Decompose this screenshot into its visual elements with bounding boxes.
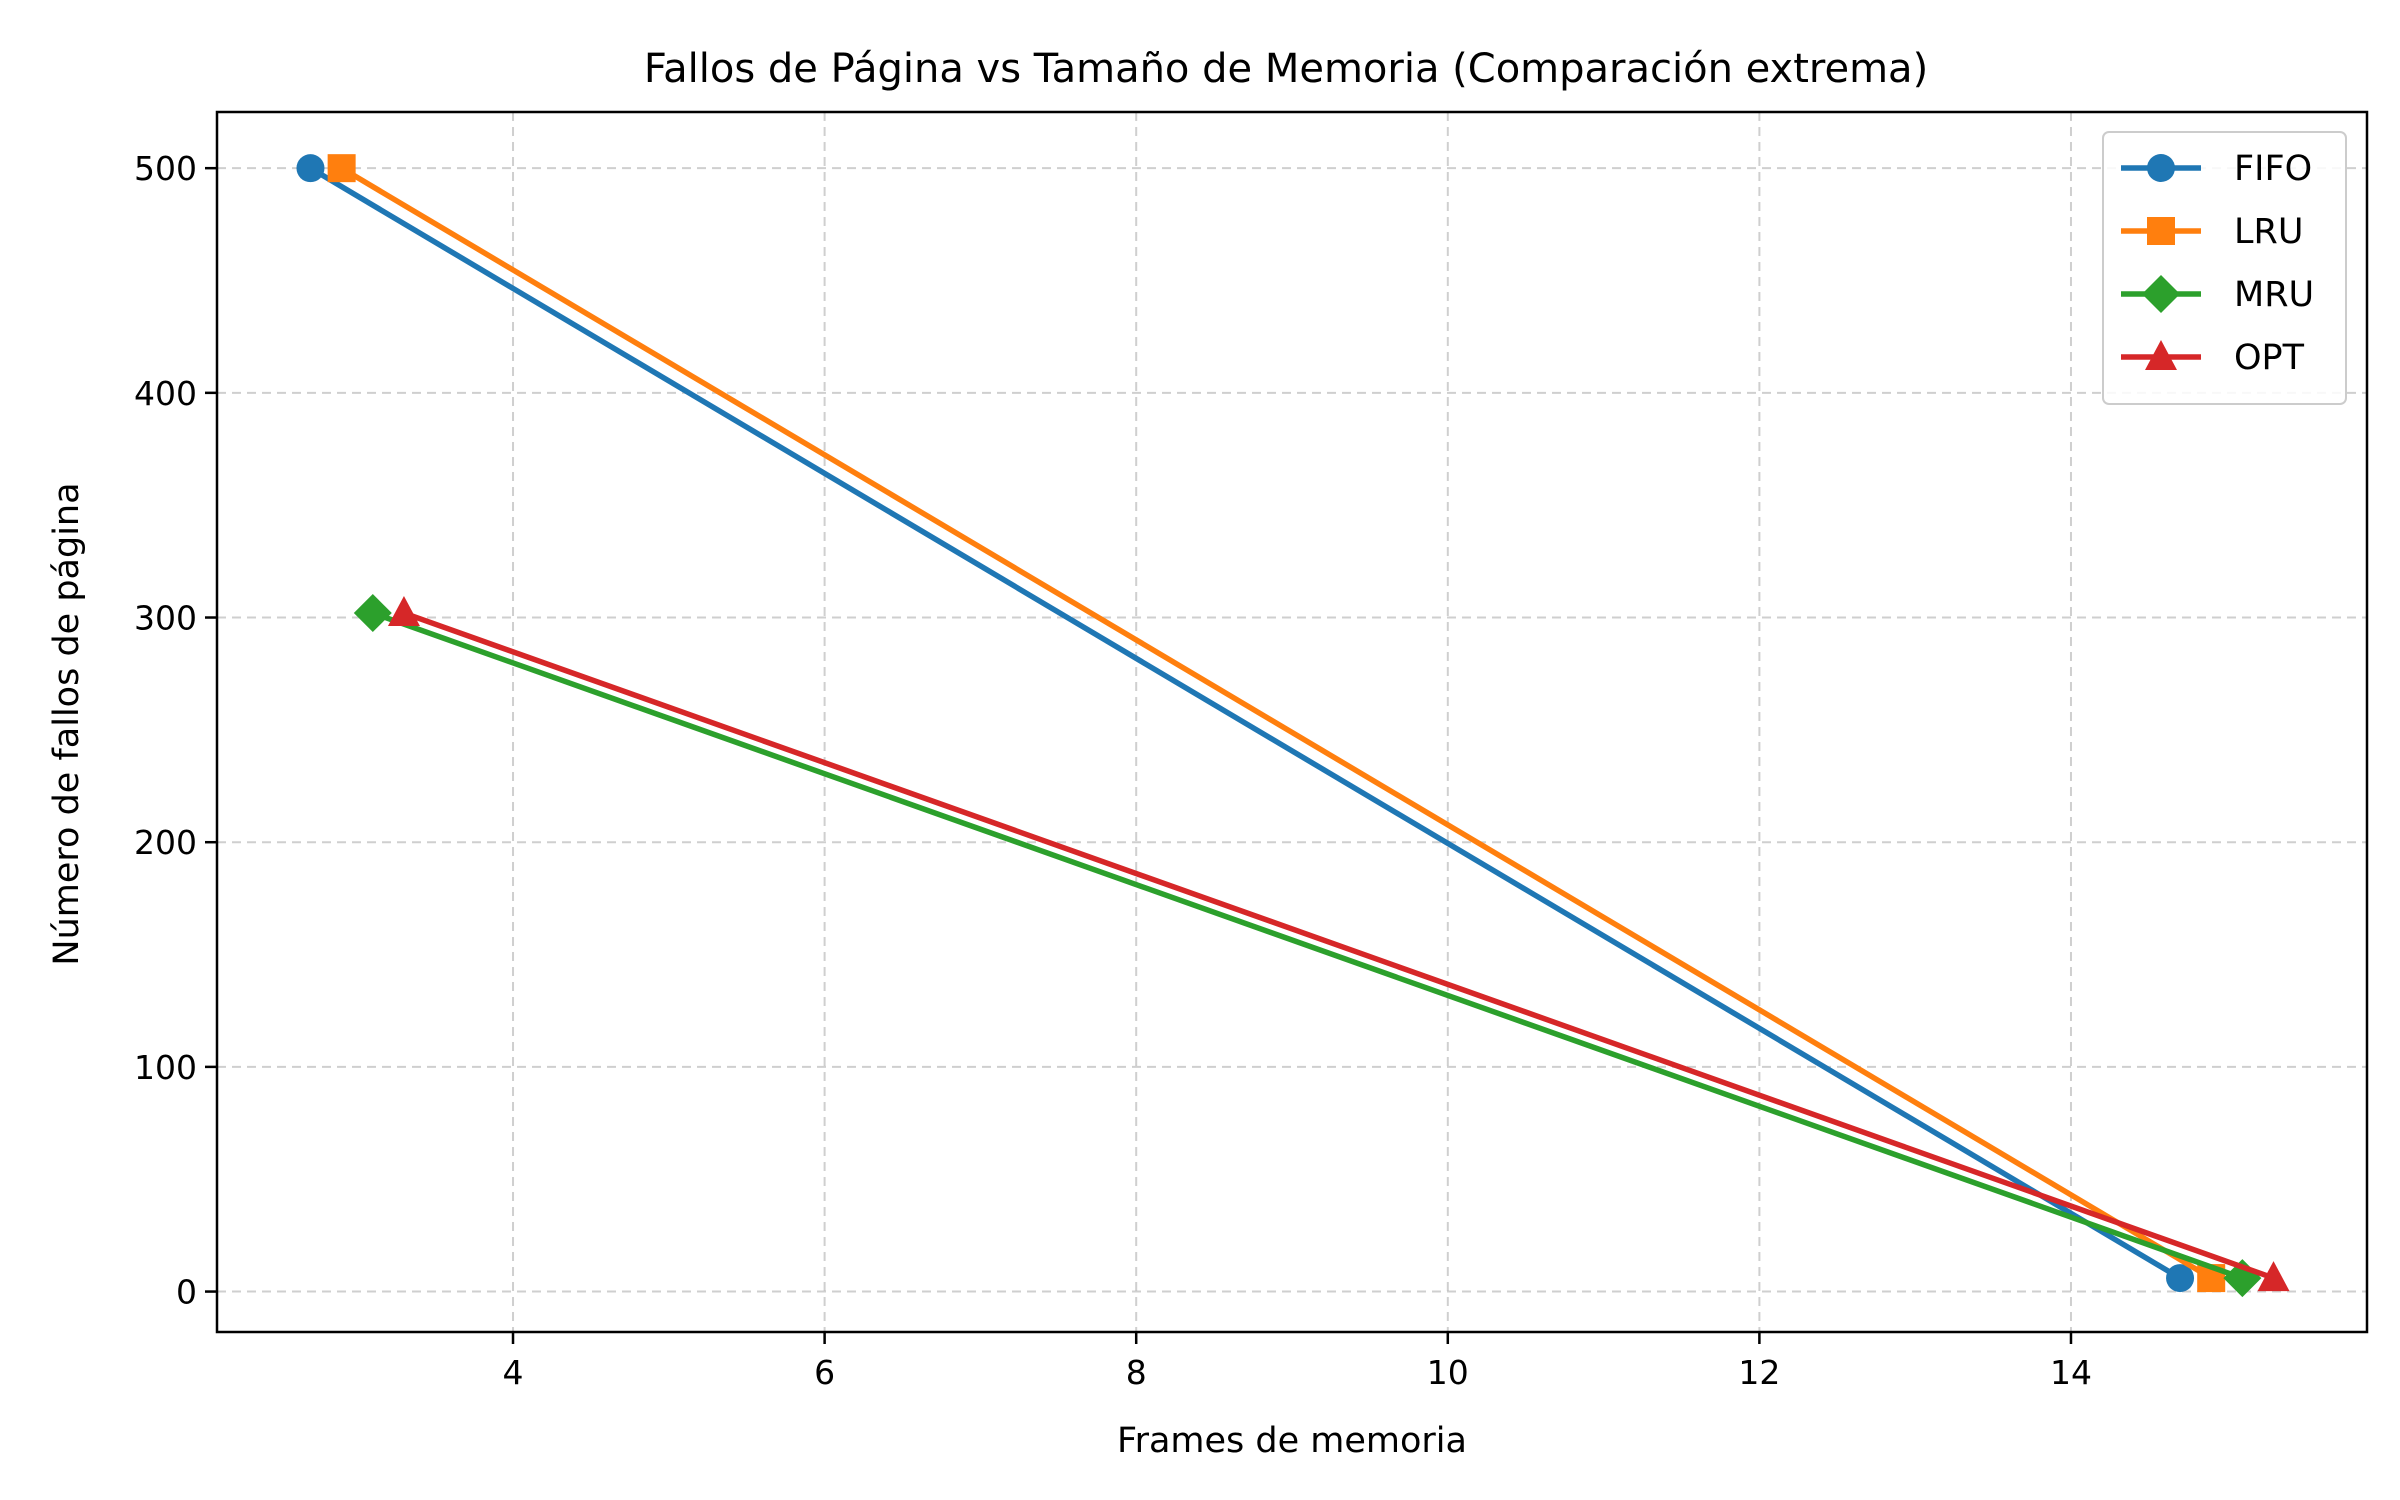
grid-lines <box>217 112 2367 1332</box>
legend-marker-lru <box>2147 217 2175 245</box>
data-point-fifo <box>2166 1264 2195 1293</box>
legend-marker-fifo <box>2147 154 2175 182</box>
legend-label-mru: MRU <box>2234 275 2314 315</box>
data-point-opt <box>2257 1261 2290 1292</box>
y-tick-label: 400 <box>134 374 197 413</box>
series-line-opt <box>403 610 2275 1281</box>
data-point-lru <box>327 154 356 183</box>
data-point-fifo <box>296 154 325 183</box>
x-tick-label: 14 <box>2050 1353 2092 1392</box>
y-tick-label: 500 <box>134 149 197 188</box>
y-tick-label: 300 <box>134 599 197 638</box>
data-point-opt <box>387 596 420 627</box>
series-opt <box>387 596 2290 1292</box>
x-tick-label: 4 <box>503 1353 524 1392</box>
x-axis-ticks: 4 6 8 10 12 14 <box>503 1332 2092 1392</box>
legend-label-fifo: FIFO <box>2234 149 2312 189</box>
legend-item-opt: OPT <box>2121 338 2305 378</box>
x-tick-label: 12 <box>1738 1353 1780 1392</box>
legend-item-mru: MRU <box>2121 275 2314 315</box>
chart-title: Fallos de Página vs Tamaño de Memoria (C… <box>644 46 1928 92</box>
legend-item-fifo: FIFO <box>2121 149 2312 189</box>
x-axis-label: Frames de memoria <box>1117 1421 1467 1461</box>
legend-marker-mru <box>2142 275 2180 313</box>
x-tick-label: 8 <box>1126 1353 1147 1392</box>
series-line-lru <box>340 165 2213 1281</box>
legend-label-lru: LRU <box>2234 212 2303 252</box>
plot-area-frame <box>215 110 2369 1334</box>
series-layer <box>296 154 2290 1298</box>
series-mru <box>353 594 2262 1298</box>
y-tick-label: 100 <box>134 1048 197 1087</box>
legend-marker-opt <box>2145 340 2177 370</box>
legend-box <box>2102 131 2347 405</box>
y-tick-label: 200 <box>134 823 197 862</box>
y-tick-label: 0 <box>176 1273 197 1312</box>
x-tick-label: 10 <box>1427 1353 1469 1392</box>
series-line-mru <box>371 610 2244 1281</box>
legend: FIFO LRU MRU OPT <box>2102 131 2347 405</box>
series-lru <box>327 154 2226 1293</box>
series-fifo <box>296 154 2195 1293</box>
series-line-fifo <box>309 165 2182 1281</box>
y-axis-ticks: 0 100 200 300 400 500 <box>134 149 217 1312</box>
legend-item-lru: LRU <box>2121 212 2303 252</box>
legend-label-opt: OPT <box>2234 338 2305 378</box>
data-point-mru <box>353 594 392 633</box>
x-tick-label: 6 <box>814 1353 835 1392</box>
y-axis-label: Número de fallos de página <box>47 482 87 965</box>
